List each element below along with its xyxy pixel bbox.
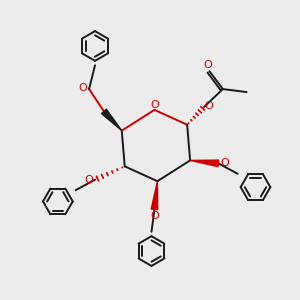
Text: O: O bbox=[78, 82, 87, 93]
Polygon shape bbox=[101, 109, 122, 131]
Text: O: O bbox=[205, 101, 214, 111]
Text: O: O bbox=[150, 211, 159, 221]
Text: O: O bbox=[84, 175, 93, 185]
Polygon shape bbox=[151, 181, 158, 210]
Text: O: O bbox=[204, 60, 212, 70]
Text: O: O bbox=[151, 100, 159, 110]
Polygon shape bbox=[190, 160, 219, 167]
Text: O: O bbox=[220, 158, 229, 168]
